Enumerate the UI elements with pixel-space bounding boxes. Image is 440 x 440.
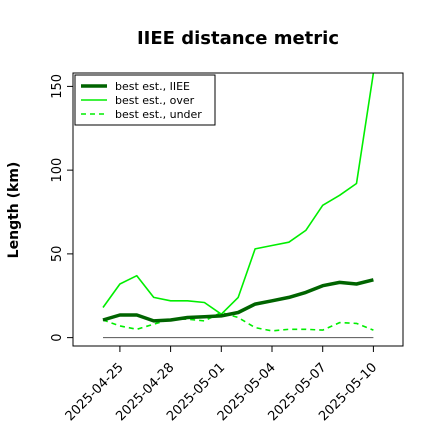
- y-tick-label: 150: [50, 74, 65, 99]
- chart-title: IIEE distance metric: [137, 28, 339, 49]
- legend-label: best est., IIEE: [115, 80, 190, 93]
- y-tick-label: 0: [50, 333, 65, 341]
- legend-label: best est., over: [115, 94, 195, 107]
- y-axis-label: Length (km): [6, 162, 22, 259]
- series-line-under: [102, 311, 374, 332]
- series-line-iiee: [102, 278, 374, 323]
- series-line-over: [102, 72, 375, 316]
- plot-area: [102, 72, 375, 339]
- plot-frame: [72, 72, 404, 347]
- legend-label: best est., under: [115, 108, 202, 121]
- y-tick-label: 50: [50, 246, 65, 263]
- y-tick-label: 100: [50, 158, 65, 183]
